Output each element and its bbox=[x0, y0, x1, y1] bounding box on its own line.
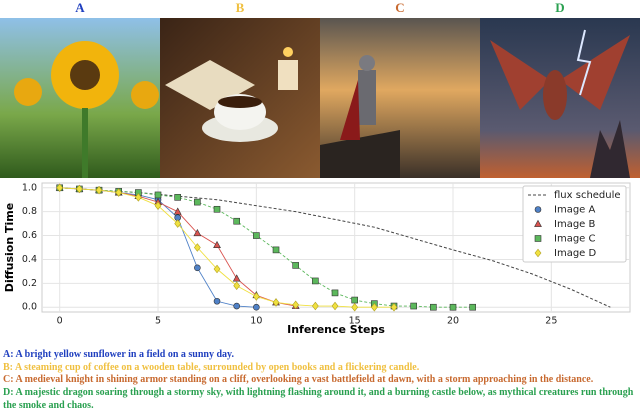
legend-label: Image D bbox=[554, 248, 596, 259]
legend-swatch bbox=[534, 235, 542, 242]
series-line bbox=[59, 187, 611, 308]
y-tick-label: 0.8 bbox=[22, 206, 37, 217]
point bbox=[253, 303, 260, 311]
point bbox=[331, 289, 339, 297]
caption: D: A majestic dragon soaring through a s… bbox=[3, 387, 634, 411]
y-tick-label: 0.0 bbox=[22, 302, 37, 313]
image-d bbox=[480, 18, 640, 178]
point bbox=[233, 302, 240, 310]
figure: 0.0 0.2 0.4 0.6 0.8 1.0 0 5 10 15 20 25 Inference St… bbox=[0, 0, 640, 336]
legend-swatch bbox=[534, 219, 542, 227]
image-b bbox=[160, 18, 320, 178]
legend-label: Image C bbox=[554, 234, 595, 245]
y-tick-label: 0.6 bbox=[22, 230, 37, 241]
legend-label: Image A bbox=[554, 205, 595, 216]
point bbox=[213, 264, 221, 274]
x-axis-label: Inference Steps bbox=[287, 323, 385, 336]
point bbox=[331, 301, 339, 311]
point bbox=[312, 277, 319, 285]
y-tick-label: 0.4 bbox=[22, 254, 37, 265]
point bbox=[56, 183, 64, 193]
point bbox=[311, 301, 319, 311]
point bbox=[430, 303, 437, 311]
legend-label: flux schedule bbox=[554, 190, 621, 201]
point bbox=[292, 300, 300, 310]
point bbox=[95, 185, 103, 195]
point bbox=[233, 217, 240, 225]
point bbox=[213, 240, 221, 249]
point bbox=[134, 193, 142, 202]
point bbox=[193, 228, 202, 237]
chart: 0.0 0.2 0.4 0.6 0.8 1.0 0 5 10 15 20 25 Inference St… bbox=[3, 182, 631, 336]
legend-swatch bbox=[534, 206, 542, 213]
point bbox=[232, 274, 241, 282]
point bbox=[75, 184, 83, 194]
x-tick-label: 15 bbox=[349, 316, 361, 327]
point bbox=[154, 191, 162, 199]
point bbox=[154, 201, 162, 210]
legend-box bbox=[522, 185, 627, 263]
point bbox=[193, 243, 201, 252]
point bbox=[272, 298, 280, 307]
x-tick-label: 0 bbox=[57, 316, 63, 327]
legend: flux schedule Image A Image B Image C Image … bbox=[522, 185, 627, 263]
point bbox=[292, 262, 299, 269]
point bbox=[115, 188, 123, 197]
legend-swatch bbox=[534, 248, 542, 258]
x-tick-label: 20 bbox=[447, 316, 459, 327]
caption: C: A medieval knight in shining armor st… bbox=[3, 374, 594, 385]
panel-label: C bbox=[395, 0, 404, 15]
legend-label: Image B bbox=[554, 219, 595, 230]
point bbox=[253, 232, 260, 239]
point bbox=[410, 302, 417, 310]
image-a bbox=[0, 18, 160, 178]
point bbox=[174, 219, 182, 228]
point bbox=[390, 302, 398, 312]
y-axis-label: Diffusion Time bbox=[3, 203, 16, 292]
panel-label: D bbox=[555, 0, 564, 15]
point bbox=[174, 194, 181, 201]
caption: B: A steaming cup of coffee on a wooden … bbox=[3, 362, 420, 373]
point bbox=[213, 297, 221, 305]
point bbox=[173, 207, 182, 215]
caption: A: A bright yellow sunflower in a field … bbox=[3, 349, 234, 360]
panel-label: B bbox=[236, 0, 245, 15]
point bbox=[351, 302, 359, 312]
series-line bbox=[59, 187, 395, 308]
y-tick-label: 0.2 bbox=[22, 278, 37, 289]
x-tick-label: 10 bbox=[250, 316, 262, 327]
point bbox=[370, 302, 378, 312]
image-c bbox=[320, 18, 480, 178]
point bbox=[194, 264, 201, 272]
y-tick-label: 1.0 bbox=[22, 182, 37, 193]
panel-label: A bbox=[75, 0, 85, 15]
point bbox=[469, 303, 476, 311]
x-tick-label: 5 bbox=[155, 316, 161, 327]
point bbox=[351, 296, 358, 304]
point bbox=[194, 198, 201, 206]
point bbox=[233, 281, 241, 291]
point bbox=[272, 246, 280, 254]
point bbox=[449, 303, 457, 311]
point bbox=[213, 205, 221, 213]
x-tick-label: 25 bbox=[545, 316, 557, 327]
point bbox=[252, 292, 260, 301]
